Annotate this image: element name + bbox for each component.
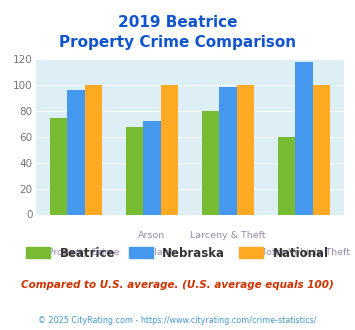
Bar [160,85,178,214]
Bar [278,137,295,214]
Bar [84,85,102,214]
Bar [202,111,219,214]
Text: Arson: Arson [138,231,165,240]
Bar [50,117,67,214]
Text: 2019 Beatrice: 2019 Beatrice [118,15,237,30]
Text: Burglary: Burglary [132,248,172,257]
Legend: Beatrice, Nebraska, National: Beatrice, Nebraska, National [22,242,333,264]
Bar [143,121,160,214]
Text: Larceny & Theft: Larceny & Theft [190,231,266,240]
Bar [126,127,143,214]
Text: Compared to U.S. average. (U.S. average equals 100): Compared to U.S. average. (U.S. average … [21,280,334,290]
Bar [67,90,84,214]
Bar [237,85,254,214]
Text: All Property Crime: All Property Crime [33,248,119,257]
Text: Motor Vehicle Theft: Motor Vehicle Theft [258,248,350,257]
Text: Property Crime Comparison: Property Crime Comparison [59,35,296,50]
Bar [219,86,237,214]
Bar [295,62,313,214]
Bar [313,85,330,214]
Text: © 2025 CityRating.com - https://www.cityrating.com/crime-statistics/: © 2025 CityRating.com - https://www.city… [38,315,317,325]
